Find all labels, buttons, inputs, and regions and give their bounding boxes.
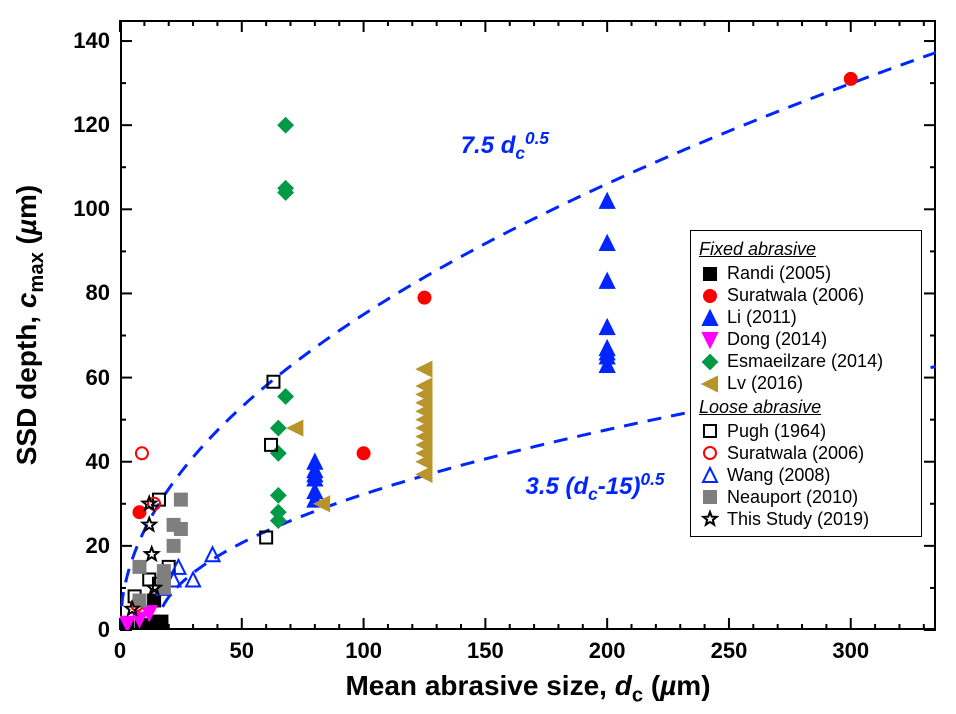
y-tick-label: 20 [86, 533, 110, 559]
curve-annotation-lower: 3.5 (dc-15)0.5 [525, 469, 664, 505]
legend-item-randi: Randi (2005) [699, 263, 911, 285]
figure: Mean abrasive size, dc (µm) SSD depth, c… [0, 0, 956, 714]
legend-label: Neauport (2010) [727, 486, 858, 509]
legend-label: Pugh (1964) [727, 420, 826, 443]
legend-label: Li (2011) [727, 306, 797, 329]
legend-label: Suratwala (2006) [727, 442, 864, 465]
legend-label: Randi (2005) [727, 262, 831, 285]
x-axis-label: Mean abrasive size, dc (µm) [345, 670, 710, 708]
legend-label: This Study (2019) [727, 508, 869, 531]
legend-item-suratwala_l: Suratwala (2006) [699, 442, 911, 464]
x-tick-label: 200 [589, 638, 626, 664]
legend-label: Esmaeilzare (2014) [727, 350, 883, 373]
legend-marker [699, 465, 721, 485]
curve-annotation-upper: 7.5 dc0.5 [461, 128, 549, 164]
y-tick-label: 120 [73, 112, 110, 138]
legend-item-dong: Dong (2014) [699, 329, 911, 351]
legend-marker [699, 352, 721, 372]
legend-label: Lv (2016) [727, 372, 803, 395]
legend-header: Fixed abrasive [699, 238, 911, 261]
legend-label: Dong (2014) [727, 328, 827, 351]
legend-marker [699, 443, 721, 463]
y-tick-label: 80 [86, 280, 110, 306]
y-tick-label: 140 [73, 28, 110, 54]
legend-label: Suratwala (2006) [727, 284, 864, 307]
y-tick-label: 40 [86, 449, 110, 475]
x-tick-label: 300 [832, 638, 869, 664]
legend-marker [699, 330, 721, 350]
legend-item-neauport: Neauport (2010) [699, 486, 911, 508]
x-tick-label: 250 [711, 638, 748, 664]
legend-label: Wang (2008) [727, 464, 830, 487]
legend-item-thisstudy: This Study (2019) [699, 508, 911, 530]
legend-marker [699, 487, 721, 507]
legend-marker [699, 264, 721, 284]
legend-marker [699, 374, 721, 394]
legend-item-suratwala_f: Suratwala (2006) [699, 285, 911, 307]
x-tick-label: 150 [467, 638, 504, 664]
x-tick-label: 50 [230, 638, 254, 664]
legend-marker [699, 509, 721, 529]
legend-item-esmaeilzare: Esmaeilzare (2014) [699, 351, 911, 373]
y-tick-label: 100 [73, 196, 110, 222]
legend-item-li: Li (2011) [699, 307, 911, 329]
legend-marker [699, 308, 721, 328]
legend-item-wang: Wang (2008) [699, 464, 911, 486]
legend-item-pugh: Pugh (1964) [699, 420, 911, 442]
legend: Fixed abrasiveRandi (2005)Suratwala (200… [690, 230, 922, 537]
x-tick-label: 0 [114, 638, 126, 664]
y-tick-label: 60 [86, 365, 110, 391]
y-tick-label: 0 [98, 617, 110, 643]
x-tick-label: 100 [345, 638, 382, 664]
legend-marker [699, 421, 721, 441]
legend-header: Loose abrasive [699, 396, 911, 419]
legend-item-lv: Lv (2016) [699, 373, 911, 395]
legend-marker [699, 286, 721, 306]
y-axis-label: SSD depth, cmax (µm) [11, 185, 49, 466]
